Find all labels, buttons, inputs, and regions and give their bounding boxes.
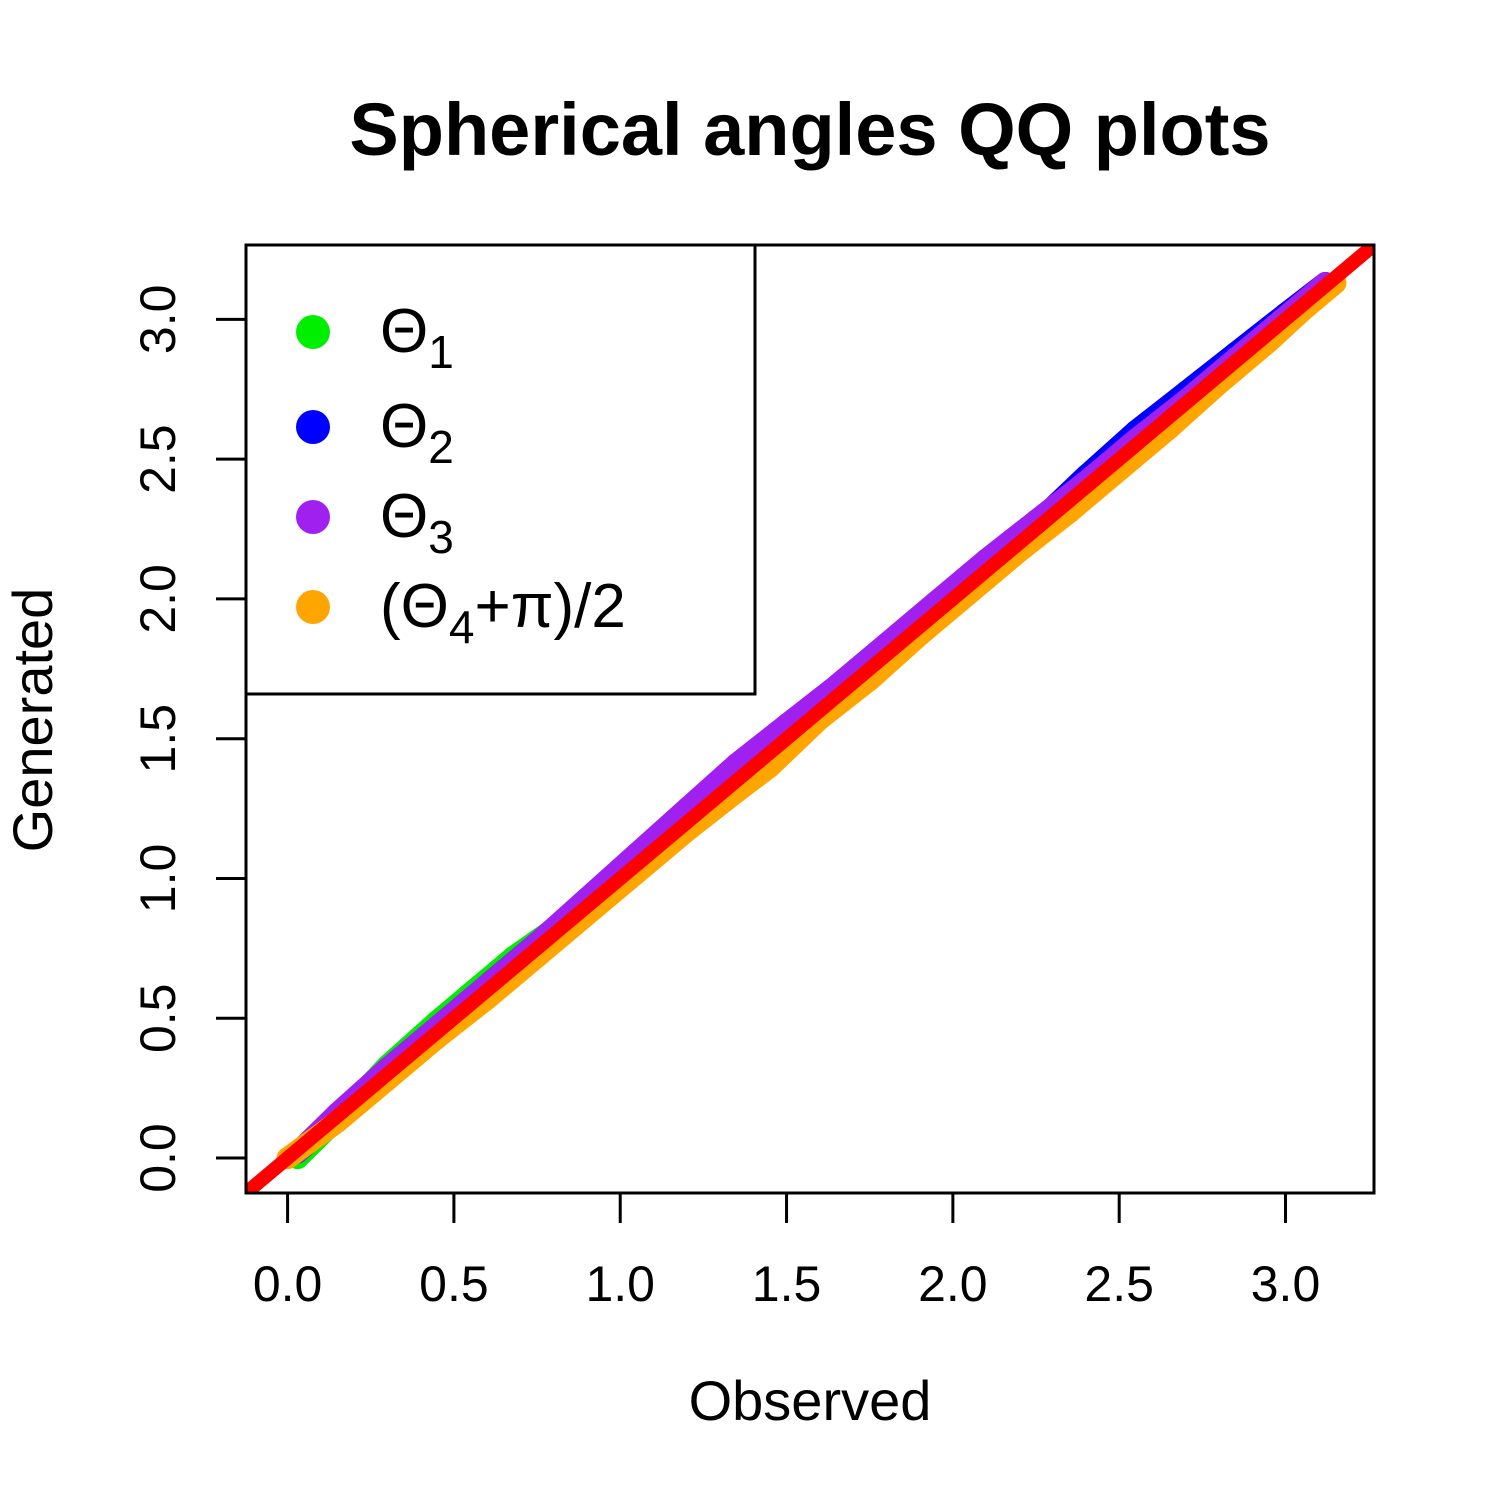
legend-swatch [296, 590, 330, 624]
reference-line [246, 245, 1374, 1193]
y-tick-label: 0.0 [130, 1123, 186, 1193]
legend-item: (Θ4+π)/2 [296, 572, 626, 653]
legend-item: Θ2 [296, 392, 454, 473]
x-tick-label: 0.5 [419, 1256, 489, 1312]
x-tick-label: 3.0 [1251, 1256, 1321, 1312]
legend-item: Θ3 [296, 482, 454, 563]
y-tick-label: 3.0 [130, 285, 186, 355]
y-tick-label: 1.5 [130, 704, 186, 774]
x-tick-label: 2.5 [1084, 1256, 1154, 1312]
y-tick-label: 2.0 [130, 564, 186, 634]
y-tick-label: 2.5 [130, 424, 186, 494]
x-axis: 0.0 0.5 1.0 1.5 2.0 2.5 3.0 [253, 1191, 1321, 1312]
x-tick-label: 0.0 [253, 1256, 323, 1312]
legend-swatch [296, 410, 330, 444]
x-tick-label: 1.0 [585, 1256, 655, 1312]
legend-swatch [296, 315, 330, 349]
legend-label: (Θ4+π)/2 [380, 572, 626, 653]
y-tick-label: 0.5 [130, 984, 186, 1054]
legend-item: Θ1 [296, 297, 454, 378]
y-axis-label: Generated [1, 588, 64, 853]
y-axis: 0.0 0.5 1.0 1.5 2.0 2.5 3.0 [130, 285, 248, 1193]
x-tick-label: 2.0 [918, 1256, 988, 1312]
legend-label: Θ1 [380, 297, 454, 378]
legend: Θ1 Θ2 Θ3 (Θ4+π)/2 [244, 243, 757, 696]
legend-box [244, 243, 757, 696]
legend-label: Θ2 [380, 392, 454, 473]
chart-title: Spherical angles QQ plots [349, 88, 1270, 171]
x-axis-label: Observed [689, 1369, 932, 1432]
legend-label: Θ3 [380, 482, 454, 563]
reference-line-layer [246, 245, 1374, 1193]
y-tick-label: 1.0 [130, 844, 186, 914]
legend-swatch [296, 500, 330, 534]
x-tick-label: 1.5 [752, 1256, 822, 1312]
